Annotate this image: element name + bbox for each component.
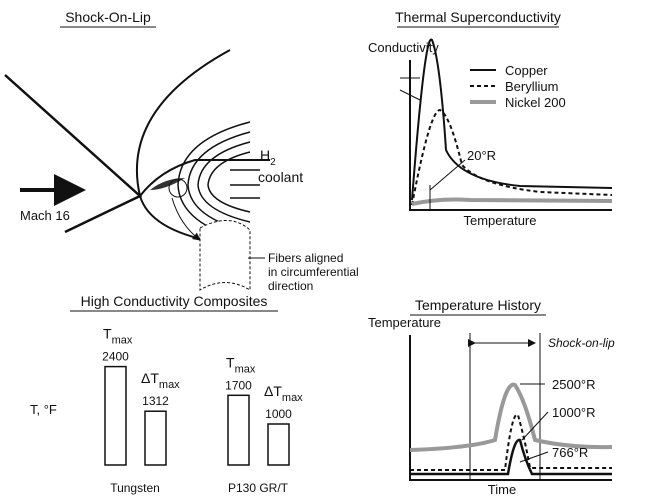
axes (409, 335, 612, 481)
annotation: 20°R (467, 148, 496, 163)
beryllium-curve (411, 108, 613, 206)
bar (144, 410, 167, 466)
y-axis-label: Conductivity (368, 40, 439, 55)
bar-label-main: T (226, 354, 235, 370)
coolant-label: coolant (258, 169, 303, 185)
axes (409, 60, 612, 211)
group-label: Tungsten (110, 481, 160, 495)
panel-title: Shock-On-Lip (65, 9, 151, 25)
leader (519, 451, 549, 463)
copper-curve (411, 38, 613, 201)
shock-panel: Shock-On-Lip Mach 16 H2 coolant Fibers a… (4, 9, 359, 293)
value-label: 2400 (102, 350, 129, 364)
bar-label-sub: max (112, 335, 133, 347)
nickel-curve (411, 197, 613, 206)
detail-circle (168, 178, 188, 198)
annotation: Shock-on-lip (548, 336, 615, 350)
bar-label-sub: max (282, 392, 303, 404)
leader (521, 411, 549, 441)
legend-label: Beryllium (505, 79, 558, 94)
composites-panel: High Conductivity Composites T, °F Tmax 2… (30, 293, 303, 495)
value-label: 1000 (265, 407, 292, 421)
h2-sub: 2 (270, 157, 276, 168)
level-label: 766°R (552, 445, 588, 460)
shock-impingement (150, 178, 185, 190)
bar (267, 423, 290, 466)
x-axis-label: Temperature (464, 213, 537, 228)
x-axis-label: Time (488, 482, 516, 497)
bar-label: Tmax (103, 326, 133, 347)
value-label: 1700 (225, 378, 252, 392)
bar-label: ΔTmax (264, 383, 303, 404)
legend-label: Copper (505, 63, 548, 78)
detail-arrow (171, 197, 201, 241)
level-label: 2500°R (552, 377, 596, 392)
group-label: P130 GR/T (228, 481, 289, 495)
bar (227, 394, 250, 466)
cowl (139, 159, 270, 197)
legend-label: Nickel 200 (505, 95, 566, 110)
bar-label: ΔTmax (141, 370, 180, 391)
leader (429, 159, 466, 191)
fiber-note: in circumferential (268, 265, 359, 279)
panel-title: High Conductivity Composites (81, 293, 268, 309)
nickel-history (409, 382, 613, 452)
bar-label-main: ΔT (264, 383, 282, 399)
h2-label: H2 (260, 147, 276, 168)
y-axis-label: T, °F (30, 402, 57, 417)
level-label: 1000°R (552, 405, 596, 420)
bar (104, 365, 127, 466)
bar-label-sub: max (159, 379, 180, 391)
fiber-note: Fibers aligned (268, 251, 343, 265)
h2: H (260, 147, 270, 163)
fiber-note: direction (268, 279, 313, 293)
bar-label-main: ΔT (141, 370, 159, 386)
bar-label-sub: max (235, 363, 256, 375)
shock-wave (135, 49, 231, 243)
panel-title: Temperature History (415, 297, 541, 313)
panel-title: Thermal Superconductivity (395, 9, 561, 25)
copper-history (410, 438, 612, 476)
history-panel: Temperature History Temperature Shock-on… (368, 297, 615, 497)
bar-label-main: T (103, 326, 112, 342)
axis-break (399, 77, 421, 101)
thermal-panel: Thermal Superconductivity Conductivity C… (368, 9, 613, 228)
fiber-block (199, 220, 251, 291)
bar-label: Tmax (226, 354, 256, 375)
mach-label: Mach 16 (20, 208, 70, 223)
value-label: 1312 (142, 394, 169, 408)
y-axis-label: Temperature (368, 315, 441, 330)
